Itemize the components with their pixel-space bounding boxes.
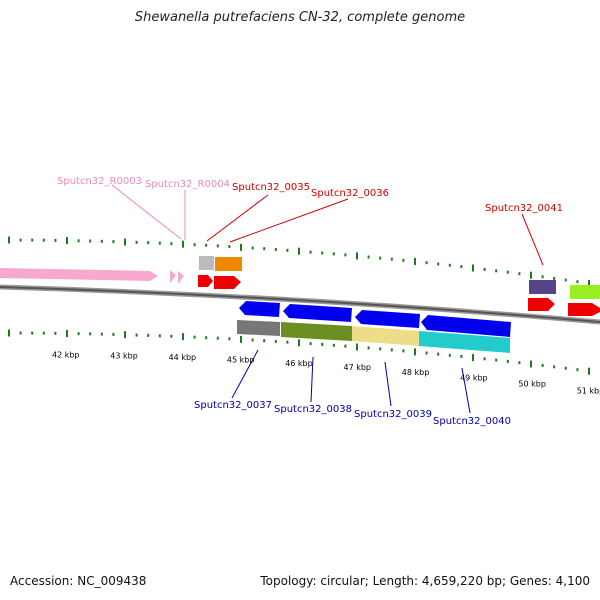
scale-label: 51 kbp (577, 387, 600, 396)
label-0039[interactable]: Sputcn32_0039 (354, 409, 432, 420)
scale-label: 43 kbp (110, 351, 138, 360)
label-0038[interactable]: Sputcn32_0038 (274, 404, 352, 415)
gene-0035-cog-box (199, 256, 214, 270)
scale-label: 42 kbp (52, 350, 80, 359)
inner-tick-row (8, 329, 590, 375)
rna-r0003-arrow (170, 270, 176, 283)
scale-label: 47 kbp (344, 363, 372, 372)
label-0041[interactable]: Sputcn32_0041 (485, 203, 563, 214)
scale-labels: 42 kbp 43 kbp 44 kbp 45 kbp 46 kbp 47 kbp 48 k… (52, 350, 600, 395)
callout-lines (111, 184, 544, 414)
gene-0041-arrow (528, 298, 555, 311)
gene-0039-arrow (355, 310, 420, 328)
gene-0037-cog-box (237, 320, 280, 336)
next-gene-cog-box (570, 285, 600, 299)
gene-0036-cog-box (215, 257, 242, 271)
gene-0035-arrow (198, 275, 213, 287)
label-r0003[interactable]: Sputcn32_R0003 (57, 176, 142, 187)
accession-text: Accession: NC_009438 (10, 574, 147, 588)
gene-0039-cog-box (352, 326, 419, 346)
label-r0004[interactable]: Sputcn32_R0004 (145, 179, 230, 190)
reverse-features (237, 301, 511, 353)
label-0035[interactable]: Sputcn32_0035 (232, 182, 310, 193)
scale-label: 46 kbp (285, 359, 313, 368)
gene-0041-cog-box (529, 280, 556, 294)
rna-r0004-arrow (178, 271, 184, 284)
gene-0040-arrow (421, 315, 511, 337)
next-gene-arrow (568, 303, 600, 316)
label-0037[interactable]: Sputcn32_0037 (194, 400, 272, 411)
scale-label: 48 kbp (402, 368, 430, 377)
label-0040[interactable]: Sputcn32_0040 (433, 416, 511, 427)
gene-0040-cog-box (419, 331, 510, 353)
label-0036[interactable]: Sputcn32_0036 (311, 188, 389, 199)
scale-label: 44 kbp (169, 353, 197, 362)
map-title: Shewanella putrefaciens CN-32, complete … (134, 10, 466, 25)
gene-0037-arrow (239, 301, 280, 317)
gene-0038-cog-box (281, 322, 352, 341)
outer-tick-row (8, 236, 590, 287)
gene-0038-arrow (283, 304, 352, 322)
scale-label: 49 kbp (460, 373, 488, 382)
genome-summary-text: Topology: circular; Length: 4,659,220 bp… (260, 574, 590, 588)
rna-feature-arrow (0, 268, 158, 281)
scale-label: 50 kbp (518, 380, 546, 389)
gene-0036-arrow (214, 276, 241, 289)
scale-label: 45 kbp (227, 356, 255, 365)
forward-features (0, 256, 600, 316)
